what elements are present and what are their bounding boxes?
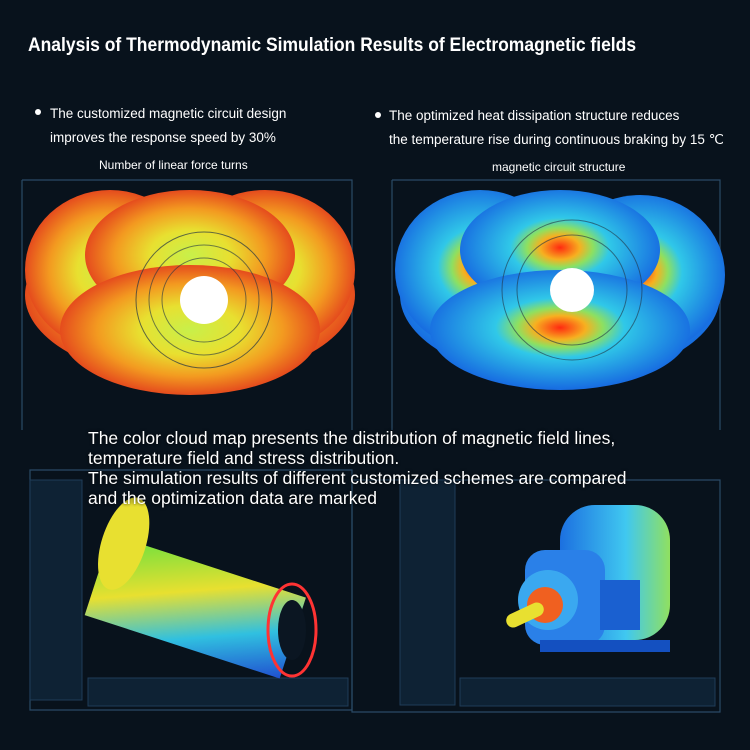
overlay-line: The color cloud map presents the distrib… (88, 428, 616, 448)
bullet-line: the temperature rise during continuous b… (389, 132, 724, 147)
caption: magnetic circuit structure (492, 160, 626, 174)
bullet: The optimized heat dissipation structure… (389, 104, 724, 152)
bullet-line: The customized magnetic circuit design (50, 106, 287, 121)
overlay-line: and the optimization data are marked (88, 488, 377, 508)
bullet-line: The optimized heat dissipation structure… (389, 108, 680, 123)
bullet-dot (35, 109, 41, 115)
bullet: The customized magnetic circuit design i… (50, 102, 286, 150)
overlay-line: temperature field and stress distributio… (88, 448, 400, 468)
caption: Number of linear force turns (99, 158, 248, 172)
title: Analysis of Thermodynamic Simulation Res… (28, 35, 637, 56)
overlay-text: The color cloud map presents the distrib… (88, 428, 627, 508)
overlay-line: The simulation results of different cust… (88, 468, 627, 488)
bullet-line: improves the response speed by 30% (50, 130, 276, 145)
bullet-dot (375, 112, 381, 118)
